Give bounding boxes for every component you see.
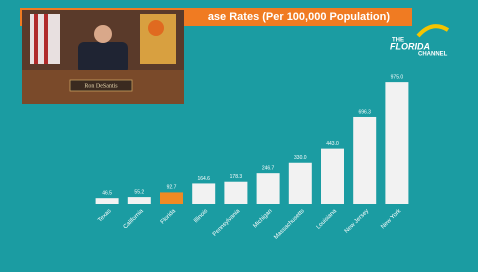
seal: [148, 20, 164, 36]
data-label: 696.3: [358, 109, 371, 115]
logo-text: CHANNEL: [418, 52, 448, 58]
bar: [192, 183, 215, 204]
person-head: [94, 25, 112, 43]
bar: [289, 163, 312, 204]
bar: [353, 117, 376, 204]
data-label: 330.0: [294, 155, 307, 161]
bar: [96, 198, 119, 204]
data-label: 55.2: [134, 189, 144, 195]
logo-text: FLORIDA: [390, 41, 430, 51]
person: [78, 42, 128, 74]
data-label: 443.0: [326, 141, 339, 147]
bar: [257, 173, 280, 204]
flag-stripe: [34, 14, 38, 64]
data-label: 178.3: [230, 174, 243, 180]
bar: [128, 197, 151, 204]
data-label: 975.0: [391, 74, 404, 80]
data-label: 92.7: [167, 185, 177, 191]
page: ase Rates (Per 100,000 Population) Ron D…: [0, 0, 478, 272]
video-inset: Ron DeSantis: [22, 10, 184, 104]
chart: ase Rates (Per 100,000 Population) Ron D…: [0, 0, 478, 272]
bar: [321, 149, 344, 204]
data-label: 46.5: [102, 191, 112, 197]
nameplate-text: Ron DeSantis: [84, 83, 118, 89]
bar: [160, 192, 183, 204]
bar: [224, 182, 247, 204]
bar: [385, 82, 408, 204]
flag-stripe: [44, 14, 48, 64]
chart-title: ase Rates (Per 100,000 Population): [208, 11, 391, 23]
data-label: 246.7: [262, 165, 275, 171]
data-label: 164.6: [197, 176, 210, 182]
